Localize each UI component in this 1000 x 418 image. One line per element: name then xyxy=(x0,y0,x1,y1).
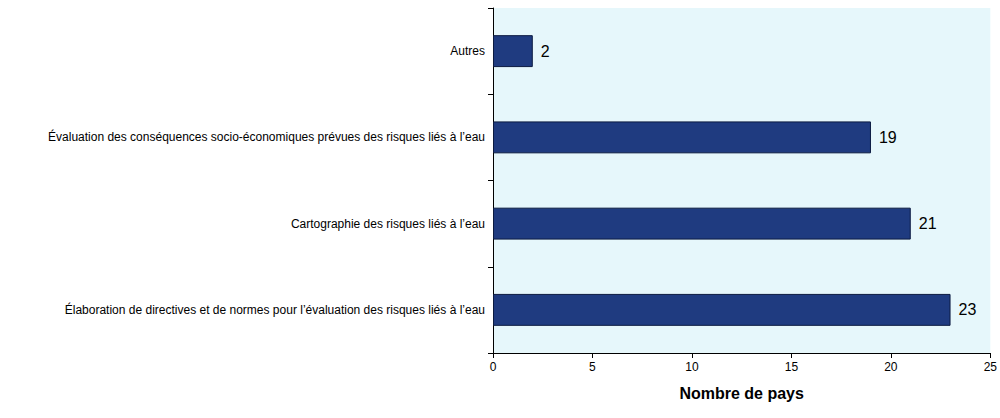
svg-text:Évaluation des conséquences so: Évaluation des conséquences socio-économ… xyxy=(48,129,485,144)
svg-text:21: 21 xyxy=(919,215,937,232)
svg-text:Nombre de pays: Nombre de pays xyxy=(679,385,804,402)
svg-text:5: 5 xyxy=(589,360,596,374)
svg-text:Élaboration de directives et d: Élaboration de directives et de normes p… xyxy=(65,302,485,317)
svg-text:Cartographie des risques liés: Cartographie des risques liés à l’eau xyxy=(291,217,485,231)
svg-text:15: 15 xyxy=(785,360,799,374)
svg-text:25: 25 xyxy=(984,360,998,374)
svg-text:10: 10 xyxy=(685,360,699,374)
svg-text:19: 19 xyxy=(879,129,897,146)
svg-text:23: 23 xyxy=(959,301,977,318)
svg-text:0: 0 xyxy=(490,360,497,374)
svg-text:20: 20 xyxy=(884,360,898,374)
svg-text:2: 2 xyxy=(541,43,550,60)
svg-text:Autres: Autres xyxy=(450,44,485,58)
